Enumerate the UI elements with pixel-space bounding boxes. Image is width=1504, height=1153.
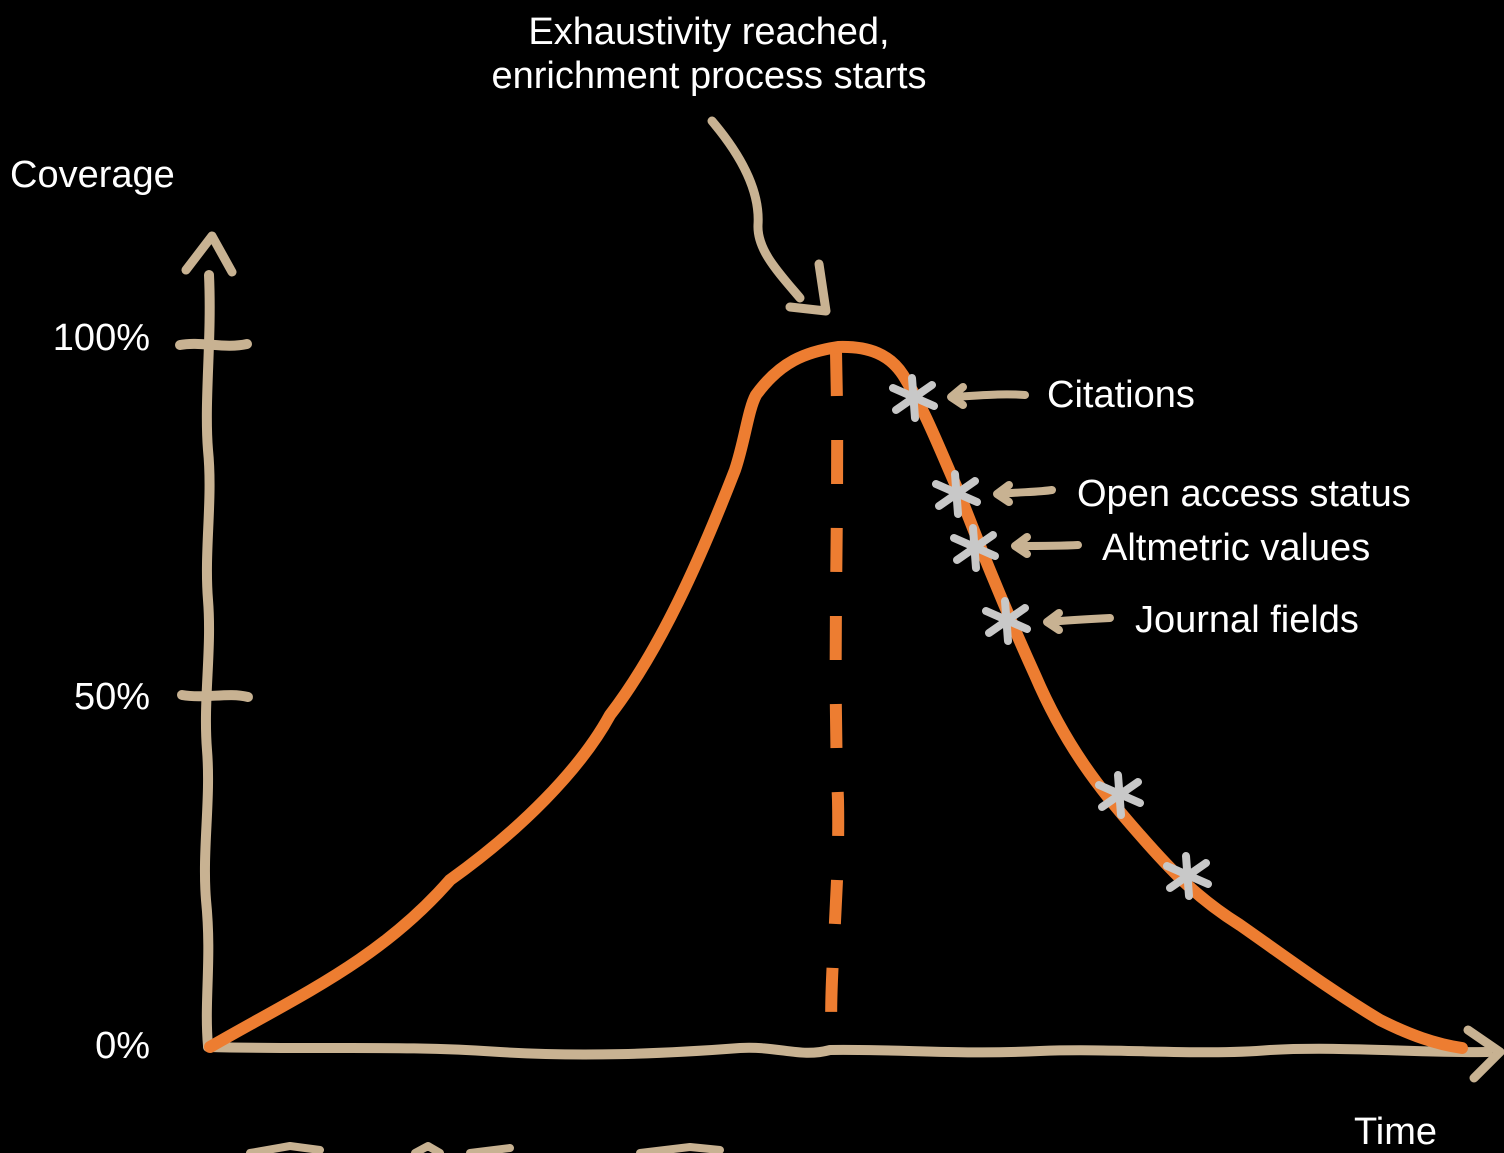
marker-star-6 <box>1163 852 1212 900</box>
arrow-altmetric <box>1012 541 1082 550</box>
annotation-altmetric-values: Altmetric values <box>1102 527 1371 569</box>
callout-arrow-shaft <box>707 116 805 303</box>
coverage-curve <box>204 340 1468 1054</box>
annotation-open-access-status: Open access status <box>1077 473 1411 515</box>
arrowhead-altmetric <box>1011 533 1031 558</box>
callout-text: Exhaustivity reached, enrichment process… <box>409 10 1009 98</box>
x-axis-line <box>203 1042 1493 1060</box>
x-axis-title: Time <box>1354 1111 1438 1153</box>
marker-star-open-access <box>932 470 981 518</box>
axis-scribble <box>246 1142 724 1153</box>
callout-arrow-head <box>785 259 831 316</box>
y-axis-title: Coverage <box>10 154 175 196</box>
arrow-citations <box>948 390 1029 401</box>
tick-label-50: 50% <box>73 676 150 718</box>
marker-star-5 <box>1095 771 1144 819</box>
callout-line-1: Exhaustivity reached, <box>528 11 890 53</box>
peak-dashed-line <box>825 351 845 1044</box>
marker-star-journal <box>982 597 1031 645</box>
tick-label-0: 0% <box>95 1025 150 1067</box>
y-axis-line <box>199 270 215 1051</box>
callout-line-2: enrichment process starts <box>491 55 927 97</box>
tick-mark-100 <box>175 338 252 351</box>
arrowhead-journal <box>1043 609 1063 634</box>
arrowhead-citations <box>947 383 967 409</box>
tick-label-100: 100% <box>52 317 150 359</box>
arrowhead-open-access <box>993 481 1013 506</box>
annotation-journal-fields: Journal fields <box>1135 599 1359 641</box>
annotation-citations: Citations <box>1047 374 1195 416</box>
x-axis-arrowhead <box>1463 1025 1504 1083</box>
y-axis-arrowhead <box>181 231 237 277</box>
marker-star-citations <box>889 374 938 422</box>
tick-mark-50 <box>177 690 253 702</box>
marker-star-altmetric <box>950 524 999 572</box>
axes <box>175 116 1504 1153</box>
markers <box>889 374 1212 900</box>
